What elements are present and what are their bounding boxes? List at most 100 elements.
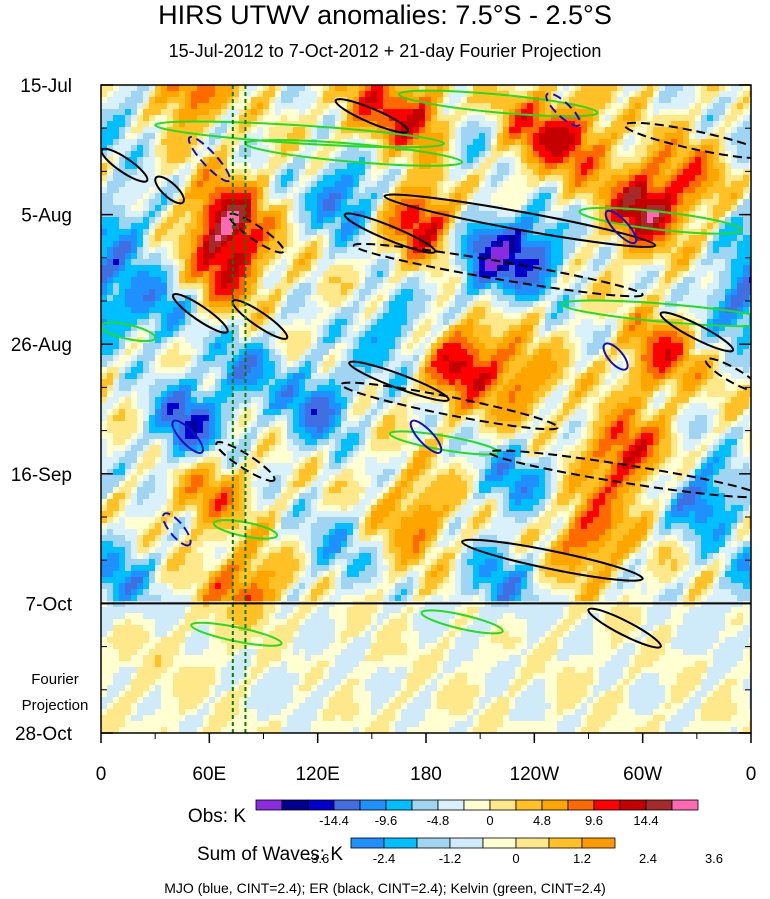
heat-cell — [383, 349, 390, 356]
heat-cell — [527, 313, 534, 320]
heat-cell — [509, 247, 516, 254]
heat-cell — [455, 325, 462, 332]
heat-cell — [503, 235, 510, 242]
heat-cell — [305, 211, 312, 218]
heat-cell — [647, 283, 654, 290]
heat-cell — [749, 85, 756, 92]
heat-cell — [497, 139, 504, 146]
heat-cell — [383, 259, 390, 266]
heat-cell — [203, 253, 210, 260]
heat-cell — [467, 127, 474, 134]
heat-cell — [677, 109, 684, 116]
heat-cell — [281, 199, 288, 206]
heat-cell — [173, 211, 180, 218]
heat-cell — [683, 223, 690, 230]
heat-cell — [719, 265, 726, 272]
heat-cell — [647, 277, 654, 284]
heat-cell — [437, 205, 444, 212]
heat-cell — [155, 277, 162, 284]
heat-cell — [359, 169, 366, 176]
heat-cell — [671, 349, 678, 356]
heat-cell — [641, 283, 648, 290]
heat-cell — [719, 193, 726, 200]
heat-cell — [485, 139, 492, 146]
heat-cell — [413, 301, 420, 308]
heat-cell — [485, 235, 492, 242]
heat-cell — [365, 187, 372, 194]
heat-cell — [635, 193, 642, 200]
heat-cell — [209, 355, 216, 362]
heat-cell — [599, 175, 606, 182]
heat-cell — [269, 355, 276, 362]
heat-cell — [305, 181, 312, 188]
heat-cell — [107, 181, 114, 188]
heat-cell — [503, 229, 510, 236]
heat-cell — [233, 115, 240, 122]
heat-cell — [611, 157, 618, 164]
heat-cell — [563, 193, 570, 200]
heat-cell — [599, 283, 606, 290]
heat-cell — [143, 301, 150, 308]
heat-cell — [377, 337, 384, 344]
heat-cell — [203, 223, 210, 230]
heat-cell — [587, 325, 594, 332]
heat-cell — [179, 349, 186, 356]
heat-cell — [281, 205, 288, 212]
heat-cell — [701, 115, 708, 122]
heat-cell — [743, 289, 750, 296]
heat-cell — [713, 85, 720, 92]
heat-cell — [233, 313, 240, 320]
heat-cell — [389, 307, 396, 314]
heat-cell — [431, 337, 438, 344]
heat-cell — [221, 265, 228, 272]
heat-cell — [587, 127, 594, 134]
heat-cell — [305, 331, 312, 338]
heat-cell — [743, 91, 750, 98]
heat-cell — [167, 109, 174, 116]
heat-cell — [293, 85, 300, 92]
heat-cell — [485, 181, 492, 188]
heat-cell — [101, 103, 108, 110]
heat-cell — [665, 247, 672, 254]
heat-cell — [275, 265, 282, 272]
heat-cell — [743, 103, 750, 110]
heat-cell — [305, 133, 312, 140]
heat-cell — [701, 295, 708, 302]
heat-cell — [581, 145, 588, 152]
heat-cell — [563, 211, 570, 218]
heat-cell — [467, 223, 474, 230]
heat-cell — [293, 343, 300, 350]
heat-cell — [407, 217, 414, 224]
heat-cell — [497, 241, 504, 248]
heat-cell — [155, 91, 162, 98]
heat-cell — [611, 235, 618, 242]
heat-cell — [365, 331, 372, 338]
heat-cell — [299, 85, 306, 92]
heat-cell — [401, 319, 408, 326]
heat-cell — [581, 355, 588, 362]
heat-cell — [161, 133, 168, 140]
heat-cell — [173, 163, 180, 170]
heat-cell — [155, 349, 162, 356]
heat-cell — [623, 139, 630, 146]
heat-cell — [605, 307, 612, 314]
heat-cell — [155, 109, 162, 116]
heat-cell — [143, 271, 150, 278]
heat-cell — [377, 97, 384, 104]
heat-cell — [545, 181, 552, 188]
heat-cell — [641, 313, 648, 320]
heat-cell — [173, 91, 180, 98]
heat-cell — [485, 151, 492, 158]
heat-cell — [113, 109, 120, 116]
heat-cell — [707, 187, 714, 194]
heat-cell — [461, 325, 468, 332]
heat-cell — [233, 253, 240, 260]
heat-cell — [281, 295, 288, 302]
heat-cell — [629, 109, 636, 116]
heat-cell — [299, 103, 306, 110]
heat-cell — [515, 133, 522, 140]
heat-cell — [731, 283, 738, 290]
heat-cell — [611, 271, 618, 278]
heat-cell — [137, 229, 144, 236]
heat-cell — [173, 223, 180, 230]
